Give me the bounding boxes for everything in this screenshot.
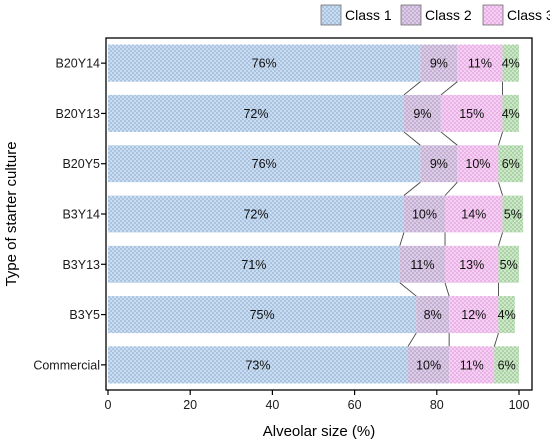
connector-line [498,232,503,246]
data-label-commercial-class-2: 10% [416,358,441,372]
bar-b20y13-class-1 [108,94,404,132]
legend-swatch-class-1 [320,4,342,26]
data-label-b3y5-class-2: 8% [424,308,442,322]
bar-b20y14-class-3 [457,44,503,82]
plot-bars [108,44,524,384]
data-label-b3y13-class-2: 11% [410,258,434,272]
data-label-b20y5-class-1: 76% [252,157,277,171]
data-label-b3y5-class-3: 12% [461,308,486,322]
data-labels: 76% 9% 11% 4% 72% 9% 15% 4% 76% 9% 10% 6% 72% 10% 14% 5… [241,57,521,373]
data-label-b20y5-class-4: 6% [502,157,520,171]
data-label-b3y14-class-3: 14% [461,208,486,222]
bar-b20y13-class-3 [440,94,503,132]
connector-line [440,81,458,96]
y-tick-label: B3Y13 [62,258,100,272]
bar-b20y5-class-1 [108,145,421,183]
bar-b3y14-class-1 [108,195,404,233]
connector-line [403,181,421,196]
legend-swatch-class-3 [482,4,504,26]
bar-b3y13-class-1 [108,245,400,283]
bar-b3y5-class-1 [108,296,417,334]
y-axis-title: Type of starter culture [3,141,20,286]
data-label-b3y5-class-4: 4% [498,308,516,322]
data-label-b20y14-class-3: 11% [468,57,492,71]
bar-b20y14-class-2 [420,44,458,82]
x-tick-label: 100 [509,398,530,412]
connector-line [399,232,405,246]
bar-b20y5-class-2 [420,145,458,183]
bar-b3y14-class-4 [502,195,524,233]
data-label-b3y14-class-2: 10% [412,208,437,222]
data-label-b20y5-class-3: 10% [465,157,490,171]
bar-b3y5-class-4 [498,296,515,334]
data-label-b20y13-class-4: 4% [502,107,520,121]
data-label-b20y14-class-1: 76% [252,57,277,71]
data-label-b3y14-class-1: 72% [243,208,268,222]
bar-b3y5-class-3 [449,296,499,334]
y-tick-label: B3Y5 [69,308,100,322]
legend-label-class-1: Class 1 [345,7,392,23]
connector-line [498,182,503,196]
bar-b3y13-class-3 [445,245,499,283]
connector-line [444,181,458,196]
x-axis-title: Alveolar size (%) [263,423,376,440]
y-tick-label: Commercial [33,358,100,372]
connector-line [498,131,503,146]
bar-commercial-class-3 [449,346,495,384]
bar-commercial-class-2 [408,346,450,384]
legend-label-class-2: Class 2 [425,7,472,23]
data-label-commercial-class-4: 6% [498,358,516,372]
connector-line [403,131,421,146]
data-label-commercial-class-1: 73% [245,358,270,372]
y-tick-label: B20Y5 [62,157,100,171]
data-label-commercial-class-3: 11% [460,358,484,372]
connector-line [493,332,499,347]
data-label-b20y13-class-3: 15% [459,107,484,121]
y-tick-label: B3Y14 [62,208,100,222]
data-label-b20y13-class-2: 9% [413,107,431,121]
data-label-b20y13-class-1: 72% [243,107,268,121]
data-label-b3y5-class-1: 75% [250,308,275,322]
connector-line [403,81,421,96]
connector-line [399,282,417,297]
x-tick-label: 0 [105,398,112,412]
bar-b3y13-class-2 [399,245,446,283]
legend-swatch-class-2 [400,4,422,26]
bar-b20y5-class-3 [457,145,499,183]
x-tick-label: 60 [348,398,362,412]
data-label-b20y14-class-4: 4% [502,57,520,71]
bar-b20y13-class-4 [502,94,519,132]
bar-commercial-class-4 [494,346,519,384]
data-label-b3y13-class-4: 5% [500,258,518,272]
x-tick-label: 80 [430,398,444,412]
x-tick-label: 40 [265,398,279,412]
data-label-b3y13-class-1: 71% [241,258,266,272]
x-axis: 0 20 40 60 80 100 [105,390,530,412]
x-tick-label: 20 [183,398,197,412]
bar-commercial-class-1 [108,346,409,384]
bar-b3y5-class-2 [416,296,450,334]
y-tick-label: B20Y14 [56,57,101,71]
bar-b20y5-class-4 [498,145,524,183]
bar-b3y14-class-2 [403,195,446,233]
connector-line [440,131,458,146]
y-axis: B20Y14 B20Y13 B20Y5 B3Y14 B3Y13 B3Y5 Commercia… [33,57,106,372]
connector-line [407,332,417,347]
y-tick-label: B20Y13 [56,107,101,121]
bar-b3y14-class-3 [445,195,503,233]
legend-label-class-3: Class 3 [507,7,550,23]
bar-b20y13-class-2 [403,94,441,132]
data-label-b3y13-class-3: 13% [459,258,484,272]
bar-b20y14-class-4 [502,44,519,82]
connector-line [444,282,450,297]
series-connectors [399,81,504,347]
data-label-b20y5-class-2: 9% [430,157,448,171]
data-label-b3y14-class-4: 5% [504,208,522,222]
bar-b3y13-class-4 [498,245,519,283]
data-label-b20y14-class-2: 9% [430,57,448,71]
bar-b20y14-class-1 [108,44,421,82]
